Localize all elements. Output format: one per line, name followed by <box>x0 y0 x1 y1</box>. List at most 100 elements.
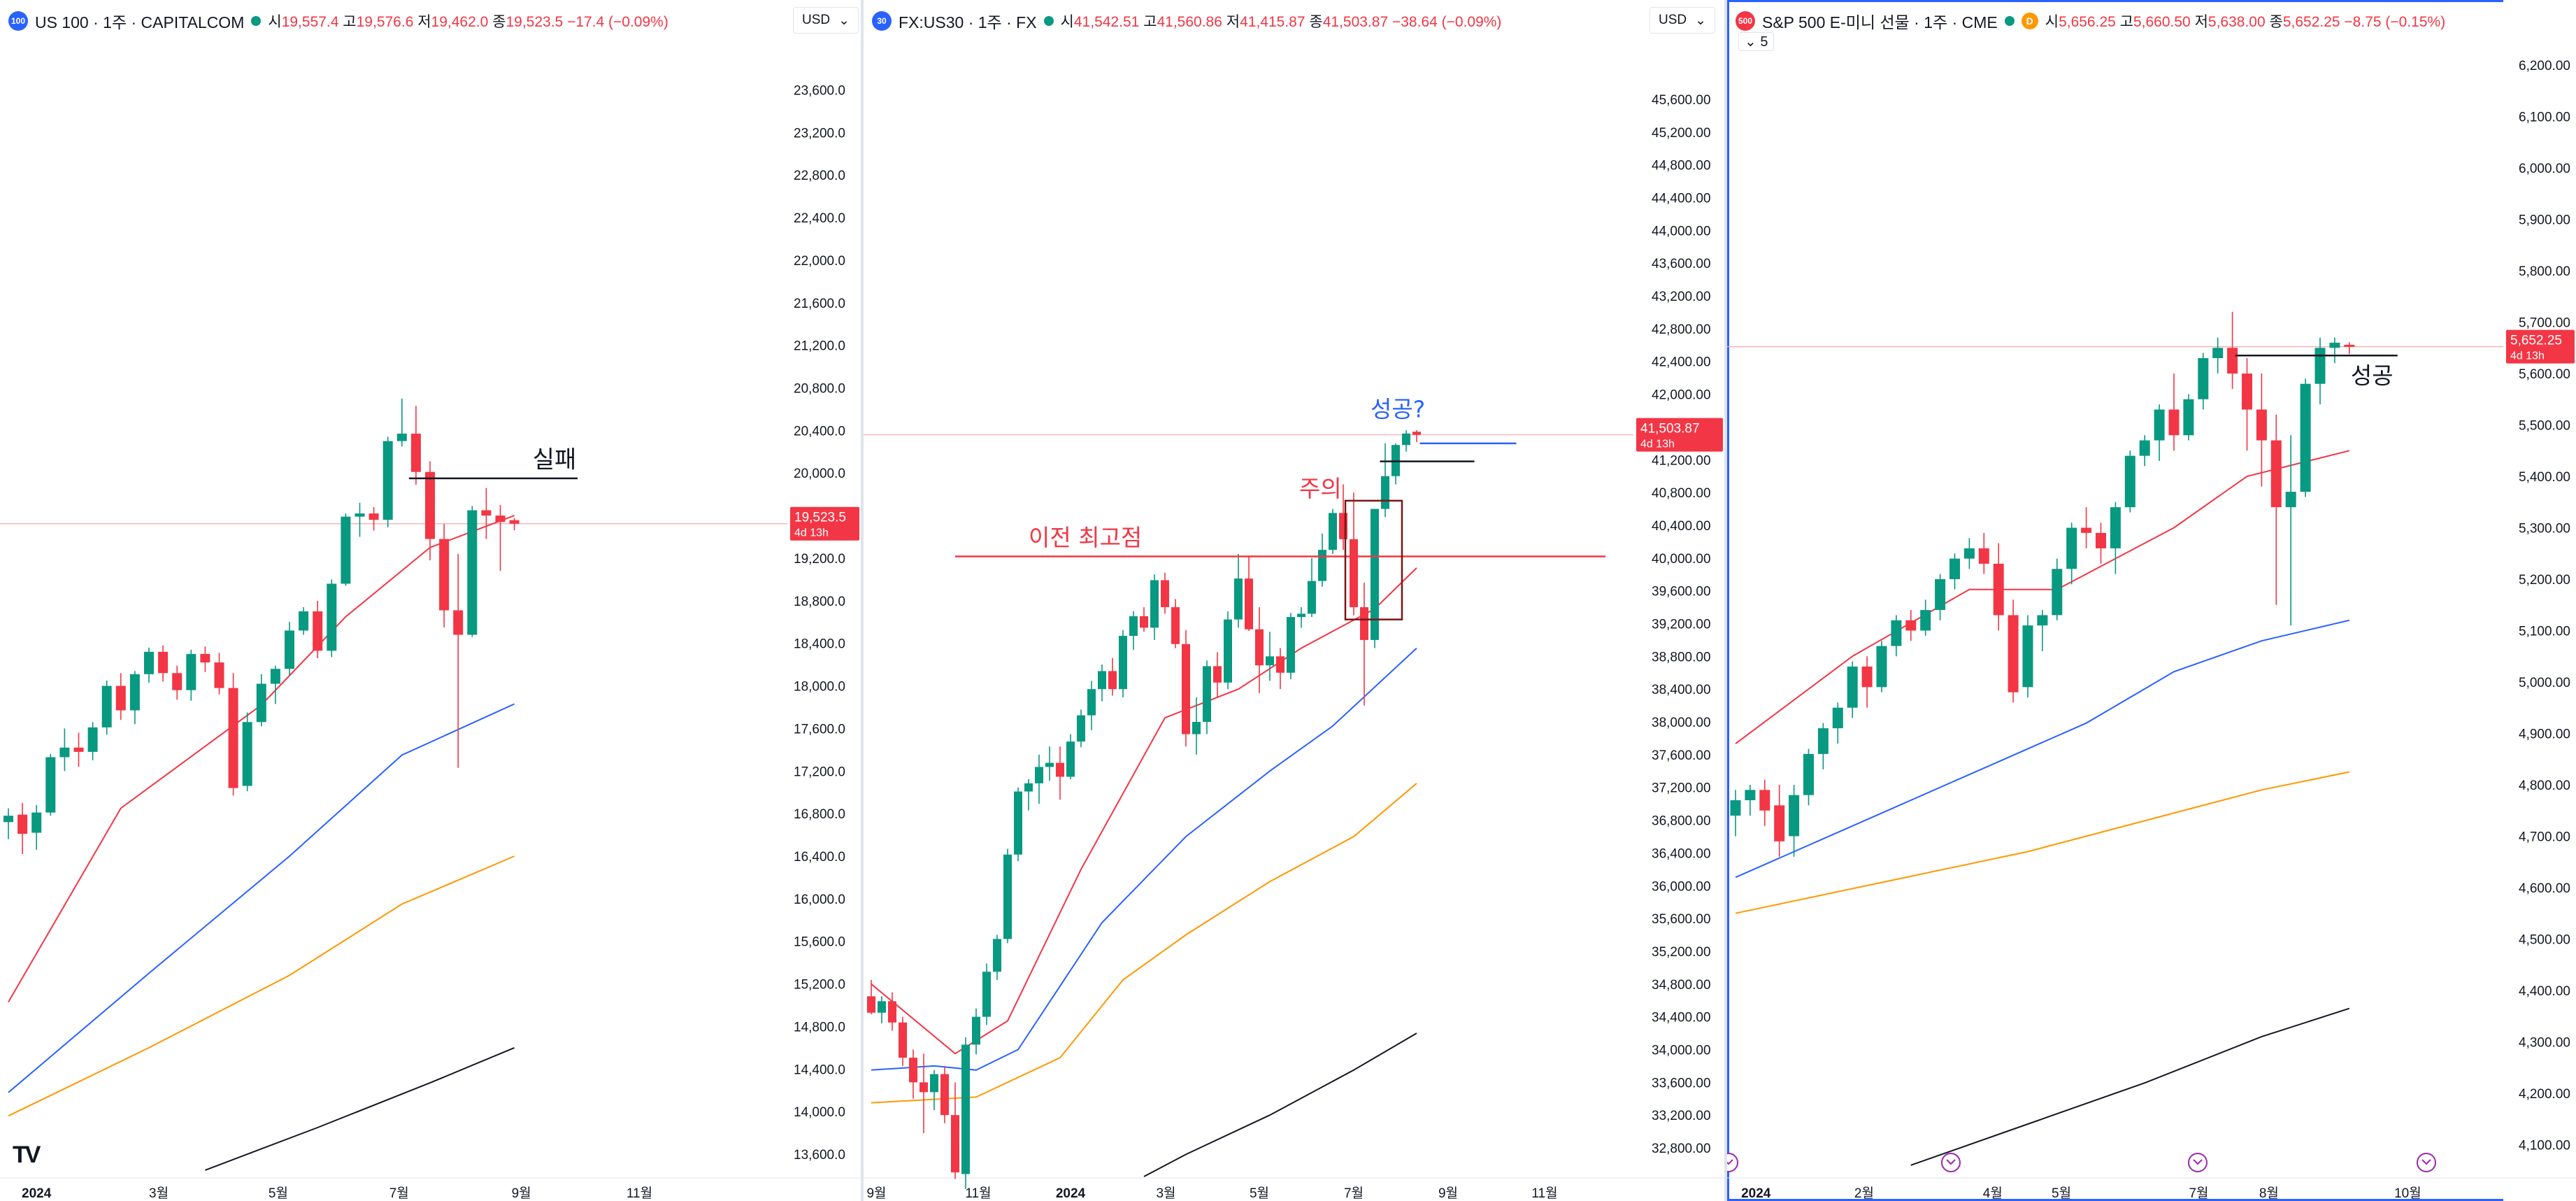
candle[interactable] <box>59 728 70 772</box>
candle[interactable] <box>1171 599 1180 648</box>
candle[interactable] <box>1056 746 1064 800</box>
candle[interactable] <box>1318 533 1326 587</box>
candle[interactable] <box>1297 607 1305 628</box>
candle[interactable] <box>1234 553 1243 628</box>
candle[interactable] <box>31 804 42 850</box>
last-price-label[interactable]: 19,523.5 4d 13h <box>790 506 859 541</box>
chart-pane-us100[interactable]: 100 US 100 · 1주 · CAPITALCOM 시19,557.4 고… <box>0 0 861 1201</box>
chart-pane-us30[interactable]: 30 FX:US30 · 1주 · FX 시41,542.51 고41,560.… <box>864 0 1724 1201</box>
currency-button[interactable]: USD ⌄ <box>793 7 859 34</box>
price-axis[interactable] <box>2503 0 2576 1201</box>
candle[interactable] <box>355 502 365 537</box>
moving-average-line[interactable] <box>8 855 515 1117</box>
candle[interactable] <box>972 1008 980 1055</box>
candle[interactable] <box>382 436 393 527</box>
price-chart[interactable]: 23,600.0 23,200.0 22,800.0 22,400.0 22,000.0… <box>0 0 861 1201</box>
price-axis[interactable] <box>1633 0 1724 1201</box>
candle[interactable] <box>1935 574 1946 620</box>
candle[interactable] <box>1108 658 1117 696</box>
moving-average-line[interactable] <box>871 783 1417 1104</box>
candle[interactable] <box>45 753 56 816</box>
candle[interactable] <box>1308 557 1316 618</box>
candle[interactable] <box>1920 599 1931 636</box>
candle[interactable] <box>867 979 875 1015</box>
candle[interactable] <box>920 1053 928 1133</box>
delayed-data-badge[interactable]: D <box>2021 13 2038 29</box>
candle[interactable] <box>1876 641 1887 692</box>
price-chart[interactable]: 6,200.00 6,100.00 6,000.00 5,900.00 5,800.00… <box>1727 0 2576 1201</box>
candle[interactable] <box>313 600 323 658</box>
candle[interactable] <box>1978 532 1989 574</box>
candle[interactable] <box>1192 697 1201 755</box>
candle[interactable] <box>1891 615 1902 657</box>
candle[interactable] <box>2270 414 2282 605</box>
candle[interactable] <box>1014 787 1022 862</box>
candle[interactable] <box>368 506 379 531</box>
candle[interactable] <box>396 398 407 447</box>
candle[interactable] <box>2022 615 2033 698</box>
moving-average-line[interactable] <box>871 567 1417 1055</box>
candle[interactable] <box>1412 429 1421 442</box>
candle[interactable] <box>481 488 492 539</box>
moving-average-line[interactable] <box>1143 1032 1417 1177</box>
candle[interactable] <box>2052 558 2063 620</box>
candle[interactable] <box>888 992 896 1031</box>
candle[interactable] <box>256 674 266 727</box>
candle[interactable] <box>1993 543 2004 631</box>
candle[interactable] <box>495 504 506 571</box>
candle[interactable] <box>2037 610 2048 651</box>
candle[interactable] <box>1963 538 1975 569</box>
candle[interactable] <box>2168 374 2180 451</box>
candle[interactable] <box>1224 611 1232 690</box>
pane-divider[interactable] <box>1724 0 1727 1201</box>
candle[interactable] <box>2344 342 2355 355</box>
tradingview-logo-icon[interactable]: TV <box>13 1142 41 1168</box>
candle[interactable] <box>1045 746 1054 781</box>
candle[interactable] <box>2066 523 2077 585</box>
candle[interactable] <box>200 646 210 672</box>
candle[interactable] <box>993 934 1001 980</box>
candle[interactable] <box>1905 610 1917 641</box>
candle[interactable] <box>1402 430 1410 452</box>
candle[interactable] <box>17 802 28 854</box>
candle[interactable] <box>1276 648 1285 690</box>
candle[interactable] <box>2329 337 2340 364</box>
last-price-label[interactable]: 41,503.87 4d 13h <box>1636 418 1723 452</box>
candle[interactable] <box>1745 784 1756 816</box>
candle[interactable] <box>1817 723 1829 769</box>
candle[interactable] <box>1066 734 1075 780</box>
candle[interactable] <box>2285 435 2296 626</box>
candle[interactable] <box>1003 848 1012 944</box>
candle[interactable] <box>1730 790 1741 837</box>
moving-average-line[interactable] <box>8 703 515 1093</box>
candle[interactable] <box>410 406 421 485</box>
text-annotation[interactable]: 성공? <box>1371 395 1425 422</box>
candle[interactable] <box>2300 378 2311 497</box>
last-price-label[interactable]: 5,652.25 4d 13h <box>2506 329 2575 364</box>
symbol-title[interactable]: S&P 500 E-미니 선물 · 1주 · CME <box>1762 13 1998 31</box>
candle[interactable] <box>2227 311 2238 390</box>
candle[interactable] <box>982 963 991 1025</box>
price-chart[interactable]: 45,600.00 45,200.00 44,800.00 44,400.00 44,0… <box>864 0 1724 1201</box>
candle[interactable] <box>439 524 450 627</box>
event-marker-icon[interactable] <box>1941 1153 1961 1172</box>
text-annotation[interactable]: 성공 <box>2351 362 2393 390</box>
candle[interactable] <box>899 1016 907 1066</box>
candle[interactable] <box>1245 555 1253 632</box>
candle[interactable] <box>1759 779 1770 826</box>
candle[interactable] <box>467 506 478 637</box>
candle[interactable] <box>158 645 169 682</box>
candle[interactable] <box>2198 353 2209 410</box>
candle[interactable] <box>1287 613 1295 680</box>
candle[interactable] <box>1329 509 1337 554</box>
candle[interactable] <box>1182 630 1190 747</box>
candle[interactable] <box>1161 572 1169 614</box>
candle[interactable] <box>1391 443 1400 485</box>
candle[interactable] <box>101 680 112 735</box>
event-marker-icon[interactable] <box>1727 1153 1738 1172</box>
candle[interactable] <box>299 606 309 635</box>
candle[interactable] <box>1350 492 1358 616</box>
candle[interactable] <box>1255 607 1264 694</box>
candle[interactable] <box>2081 507 2092 548</box>
moving-average-line[interactable] <box>871 647 1417 1071</box>
